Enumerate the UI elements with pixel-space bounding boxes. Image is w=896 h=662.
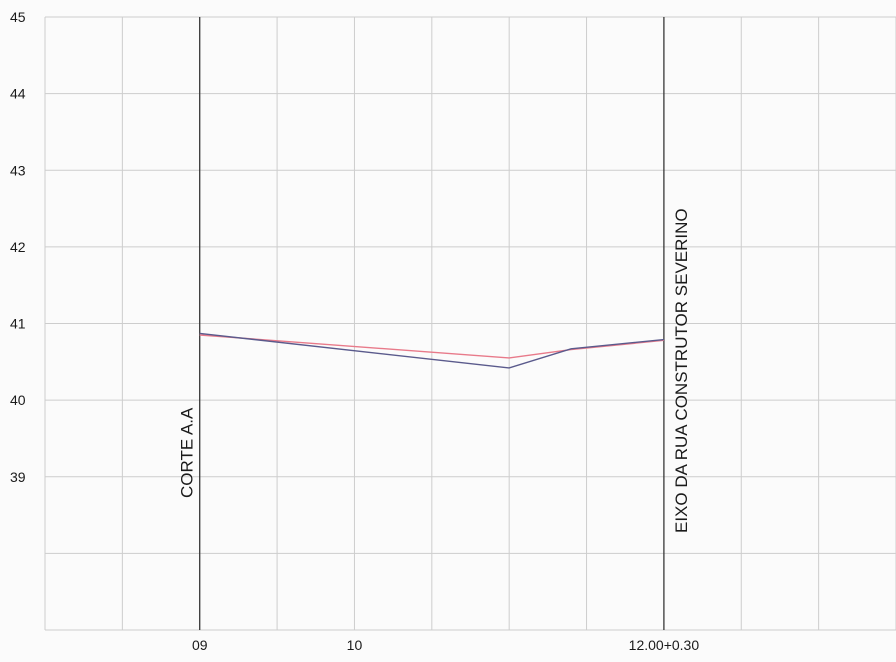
y-tick-label: 39 — [10, 469, 26, 485]
y-tick-label: 44 — [10, 86, 26, 102]
series-line — [199, 332, 664, 369]
marker-label: EIXO DA RUA CONSTRUTOR SEVERINO — [672, 208, 691, 533]
y-tick-label: 45 — [10, 9, 26, 25]
x-tick-label: 09 — [192, 637, 208, 653]
y-tick-label: 41 — [10, 316, 26, 332]
x-tick-label: 12.00+0.30 — [629, 637, 700, 653]
y-tick-label: 40 — [10, 392, 26, 408]
marker-label: CORTE A.A — [178, 407, 197, 498]
y-tick-label: 42 — [10, 239, 26, 255]
series — [199, 332, 664, 369]
y-tick-label: 43 — [10, 162, 26, 178]
x-tick-labels: 09 10 12.00+0.30 — [192, 637, 699, 653]
grid — [44, 16, 896, 631]
vertical-markers: CORTE A.A EIXO DA RUA CONSTRUTOR SEVERINO — [178, 17, 691, 630]
x-tick-label: 10 — [347, 637, 363, 653]
y-tick-labels: 45 44 43 42 41 40 39 — [10, 9, 26, 485]
series-line — [199, 334, 664, 359]
